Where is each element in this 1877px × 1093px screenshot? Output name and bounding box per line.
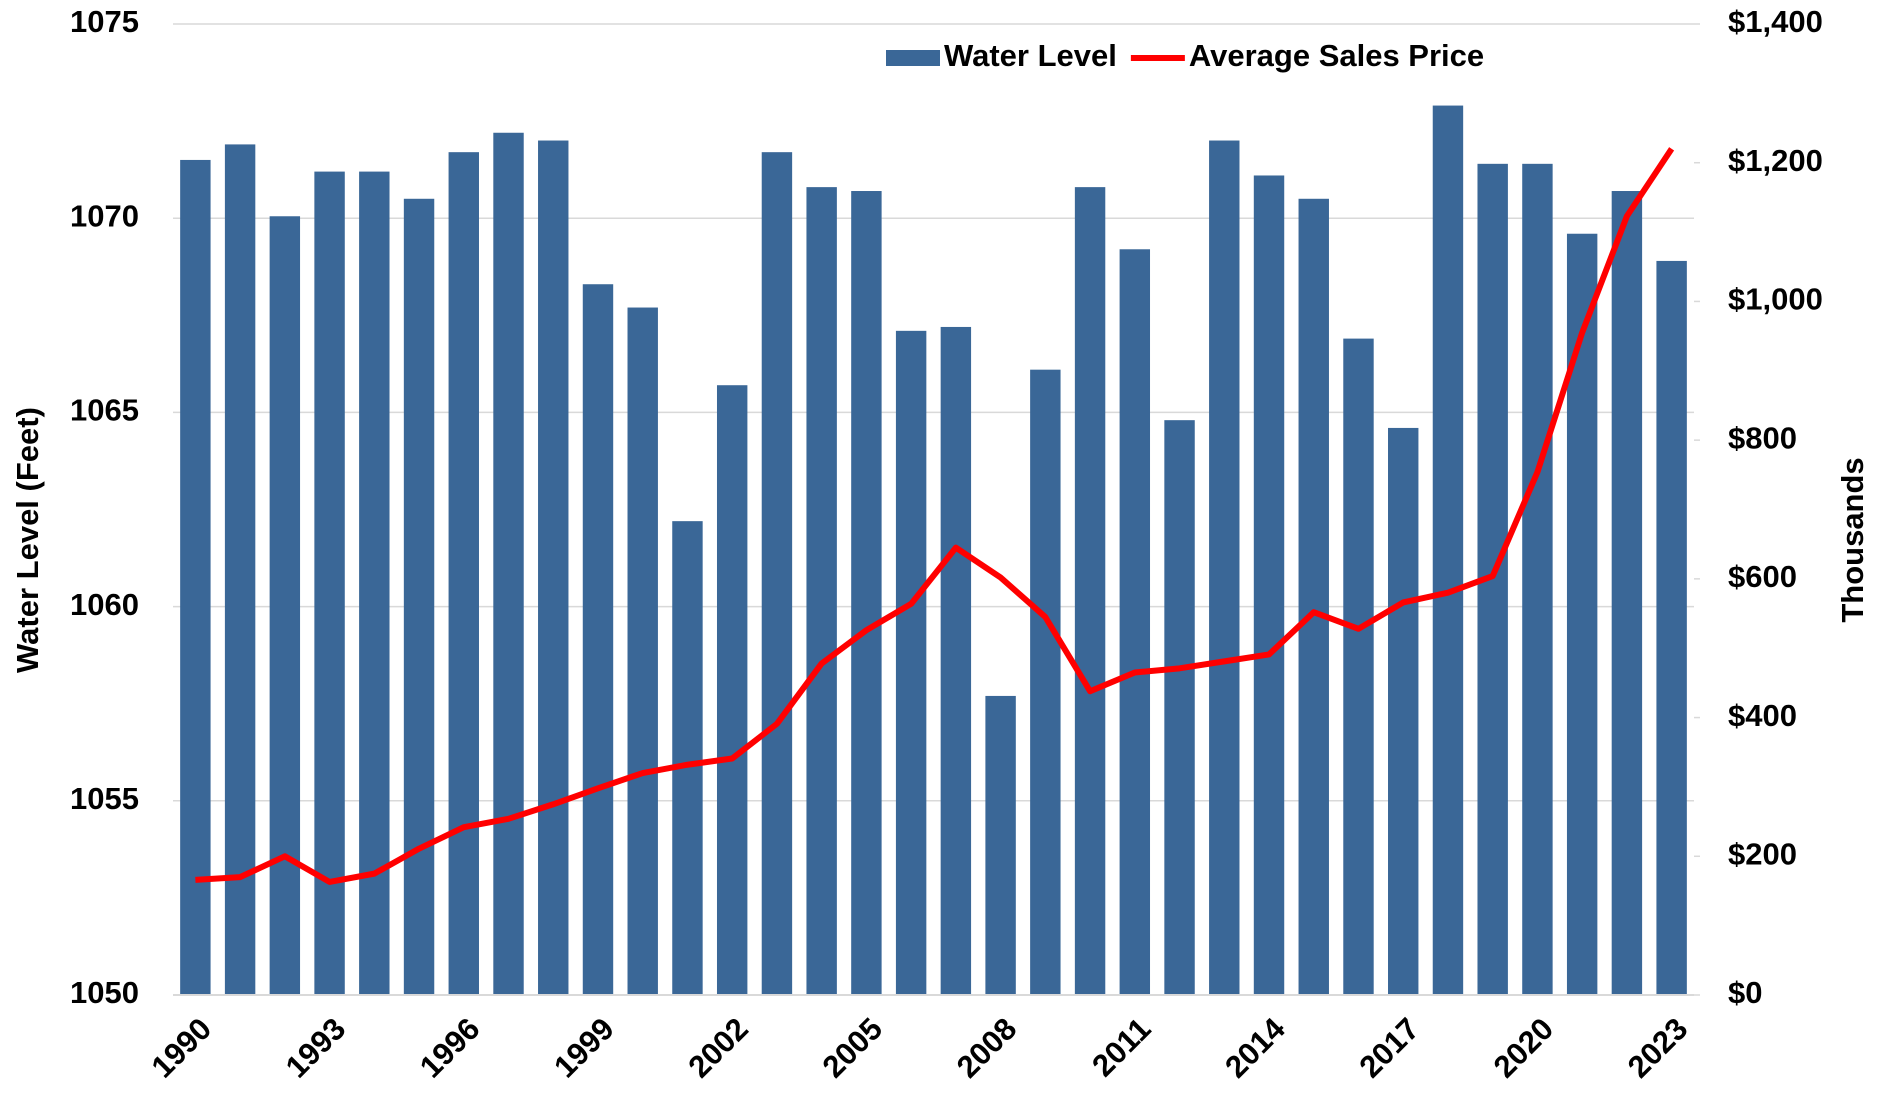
legend-label: Water Level [944, 38, 1117, 73]
bar [1656, 260, 1687, 995]
y2-axis-label: Thousands [1835, 457, 1870, 622]
y2-tick-label: $1,200 [1728, 143, 1823, 178]
y2-tick-label: $600 [1728, 559, 1797, 594]
bar [359, 171, 390, 996]
bar [493, 132, 524, 995]
bar [672, 521, 703, 995]
x-tick-label: 1996 [413, 1011, 487, 1085]
y2-tick-label: $400 [1728, 698, 1797, 733]
y-tick-label: 1055 [70, 781, 139, 816]
x-tick-label: 1999 [547, 1011, 621, 1085]
x-tick-label: 2002 [681, 1011, 755, 1085]
x-tick-label: 2017 [1352, 1011, 1426, 1085]
x-tick-label: 2014 [1218, 1010, 1292, 1084]
bar [1566, 233, 1598, 996]
line [195, 147, 1675, 885]
bar [627, 307, 658, 996]
bar [269, 216, 301, 995]
bar [403, 198, 435, 995]
y-tick-label: 1065 [70, 393, 139, 428]
bar [895, 330, 927, 995]
y2-tick-label: $1,400 [1728, 4, 1823, 39]
bar [1388, 427, 1419, 995]
x-tick-label: 2008 [950, 1011, 1024, 1085]
bar [1432, 105, 1464, 995]
x-tick-label: 1993 [279, 1011, 353, 1085]
bar [1164, 420, 1195, 996]
bar [851, 191, 882, 996]
bar [1209, 140, 1240, 995]
x-tick-label: 2005 [816, 1011, 890, 1085]
y2-tick-label: $800 [1728, 420, 1797, 455]
y-tick-label: 1060 [70, 587, 139, 622]
bar [582, 284, 614, 995]
legend-label: Average Sales Price [1189, 38, 1484, 73]
bar [1298, 198, 1329, 995]
bar [314, 171, 345, 996]
bar [716, 385, 748, 995]
bar [1253, 175, 1285, 995]
bar [940, 326, 972, 995]
y2-tick-label: $1,000 [1728, 282, 1823, 317]
y2-tick-label: $200 [1728, 836, 1797, 871]
y-tick-label: 1075 [70, 4, 139, 39]
bar [806, 187, 837, 996]
y-tick-label: 1070 [70, 198, 139, 233]
bar [538, 140, 569, 995]
bar [180, 159, 211, 995]
y2-tick-label: $0 [1728, 975, 1762, 1010]
bar [224, 144, 256, 996]
bar [1343, 338, 1374, 995]
x-tick-label: 2011 [1085, 1011, 1157, 1083]
bar [1119, 249, 1151, 996]
x-tick-label: 2020 [1487, 1011, 1561, 1085]
y-tick-label: 1050 [70, 975, 139, 1010]
bar [1522, 163, 1553, 996]
bar [1030, 369, 1061, 995]
x-tick-label: 1990 [145, 1011, 219, 1085]
y-axis-label: Water Level (Feet) [10, 407, 45, 673]
x-tick-label: 2023 [1621, 1011, 1695, 1085]
bar [1074, 187, 1106, 996]
bar [448, 152, 479, 995]
legend-swatch [886, 50, 940, 66]
bar [1611, 191, 1643, 996]
bar [761, 152, 793, 995]
bar [985, 695, 1016, 995]
